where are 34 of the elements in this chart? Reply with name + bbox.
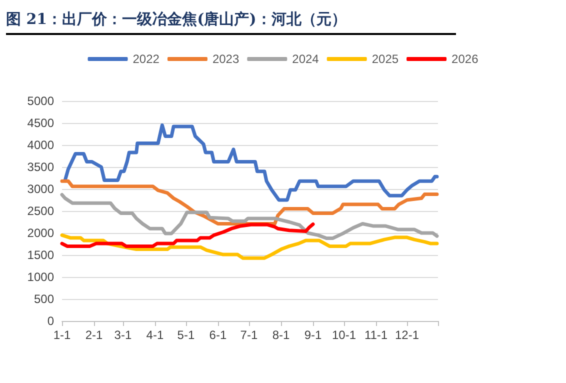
y-tick-label: 4000	[27, 138, 54, 152]
y-tick-label: 1000	[27, 270, 54, 284]
x-tick-label: 3-1	[114, 328, 132, 342]
y-tick-label: 1500	[27, 248, 54, 262]
x-tick-label: 4-1	[146, 328, 164, 342]
chart-title: 图 21：出厂价：一级冶金焦(唐山产)：河北（元）	[6, 10, 456, 35]
y-tick-label: 500	[34, 292, 54, 306]
y-tick-label: 5000	[27, 94, 54, 108]
legend-label: 2026	[452, 52, 479, 66]
line-series	[60, 222, 315, 248]
y-tick-label: 0	[47, 314, 54, 328]
legend-label: 2025	[372, 52, 399, 66]
line-series	[60, 192, 439, 240]
x-tick-label: 2-1	[85, 328, 104, 342]
x-tick-label: 8-1	[272, 328, 290, 342]
legend-label: 2024	[292, 52, 320, 66]
y-tick-label: 4500	[27, 116, 54, 130]
x-tick-label: 7-1	[240, 328, 258, 342]
x-tick-label: 11-1	[364, 328, 388, 342]
line-series	[60, 179, 439, 226]
x-tick-label: 12-1	[394, 328, 420, 342]
legend-label: 2023	[212, 52, 240, 66]
x-tick-label: 9-1	[304, 328, 322, 342]
x-tick-label: 6-1	[209, 328, 227, 342]
y-tick-label: 2500	[27, 204, 54, 218]
line-series	[63, 123, 439, 202]
y-tick-label: 3000	[27, 182, 54, 196]
x-tick-label: 5-1	[177, 328, 195, 342]
line-series	[60, 233, 439, 260]
y-tick-label: 2000	[27, 226, 54, 240]
y-tick-label: 3500	[27, 160, 54, 174]
legend-label: 2022	[132, 52, 160, 66]
x-tick-label: 10-1	[332, 328, 356, 342]
x-tick-label: 1-1	[53, 328, 71, 342]
